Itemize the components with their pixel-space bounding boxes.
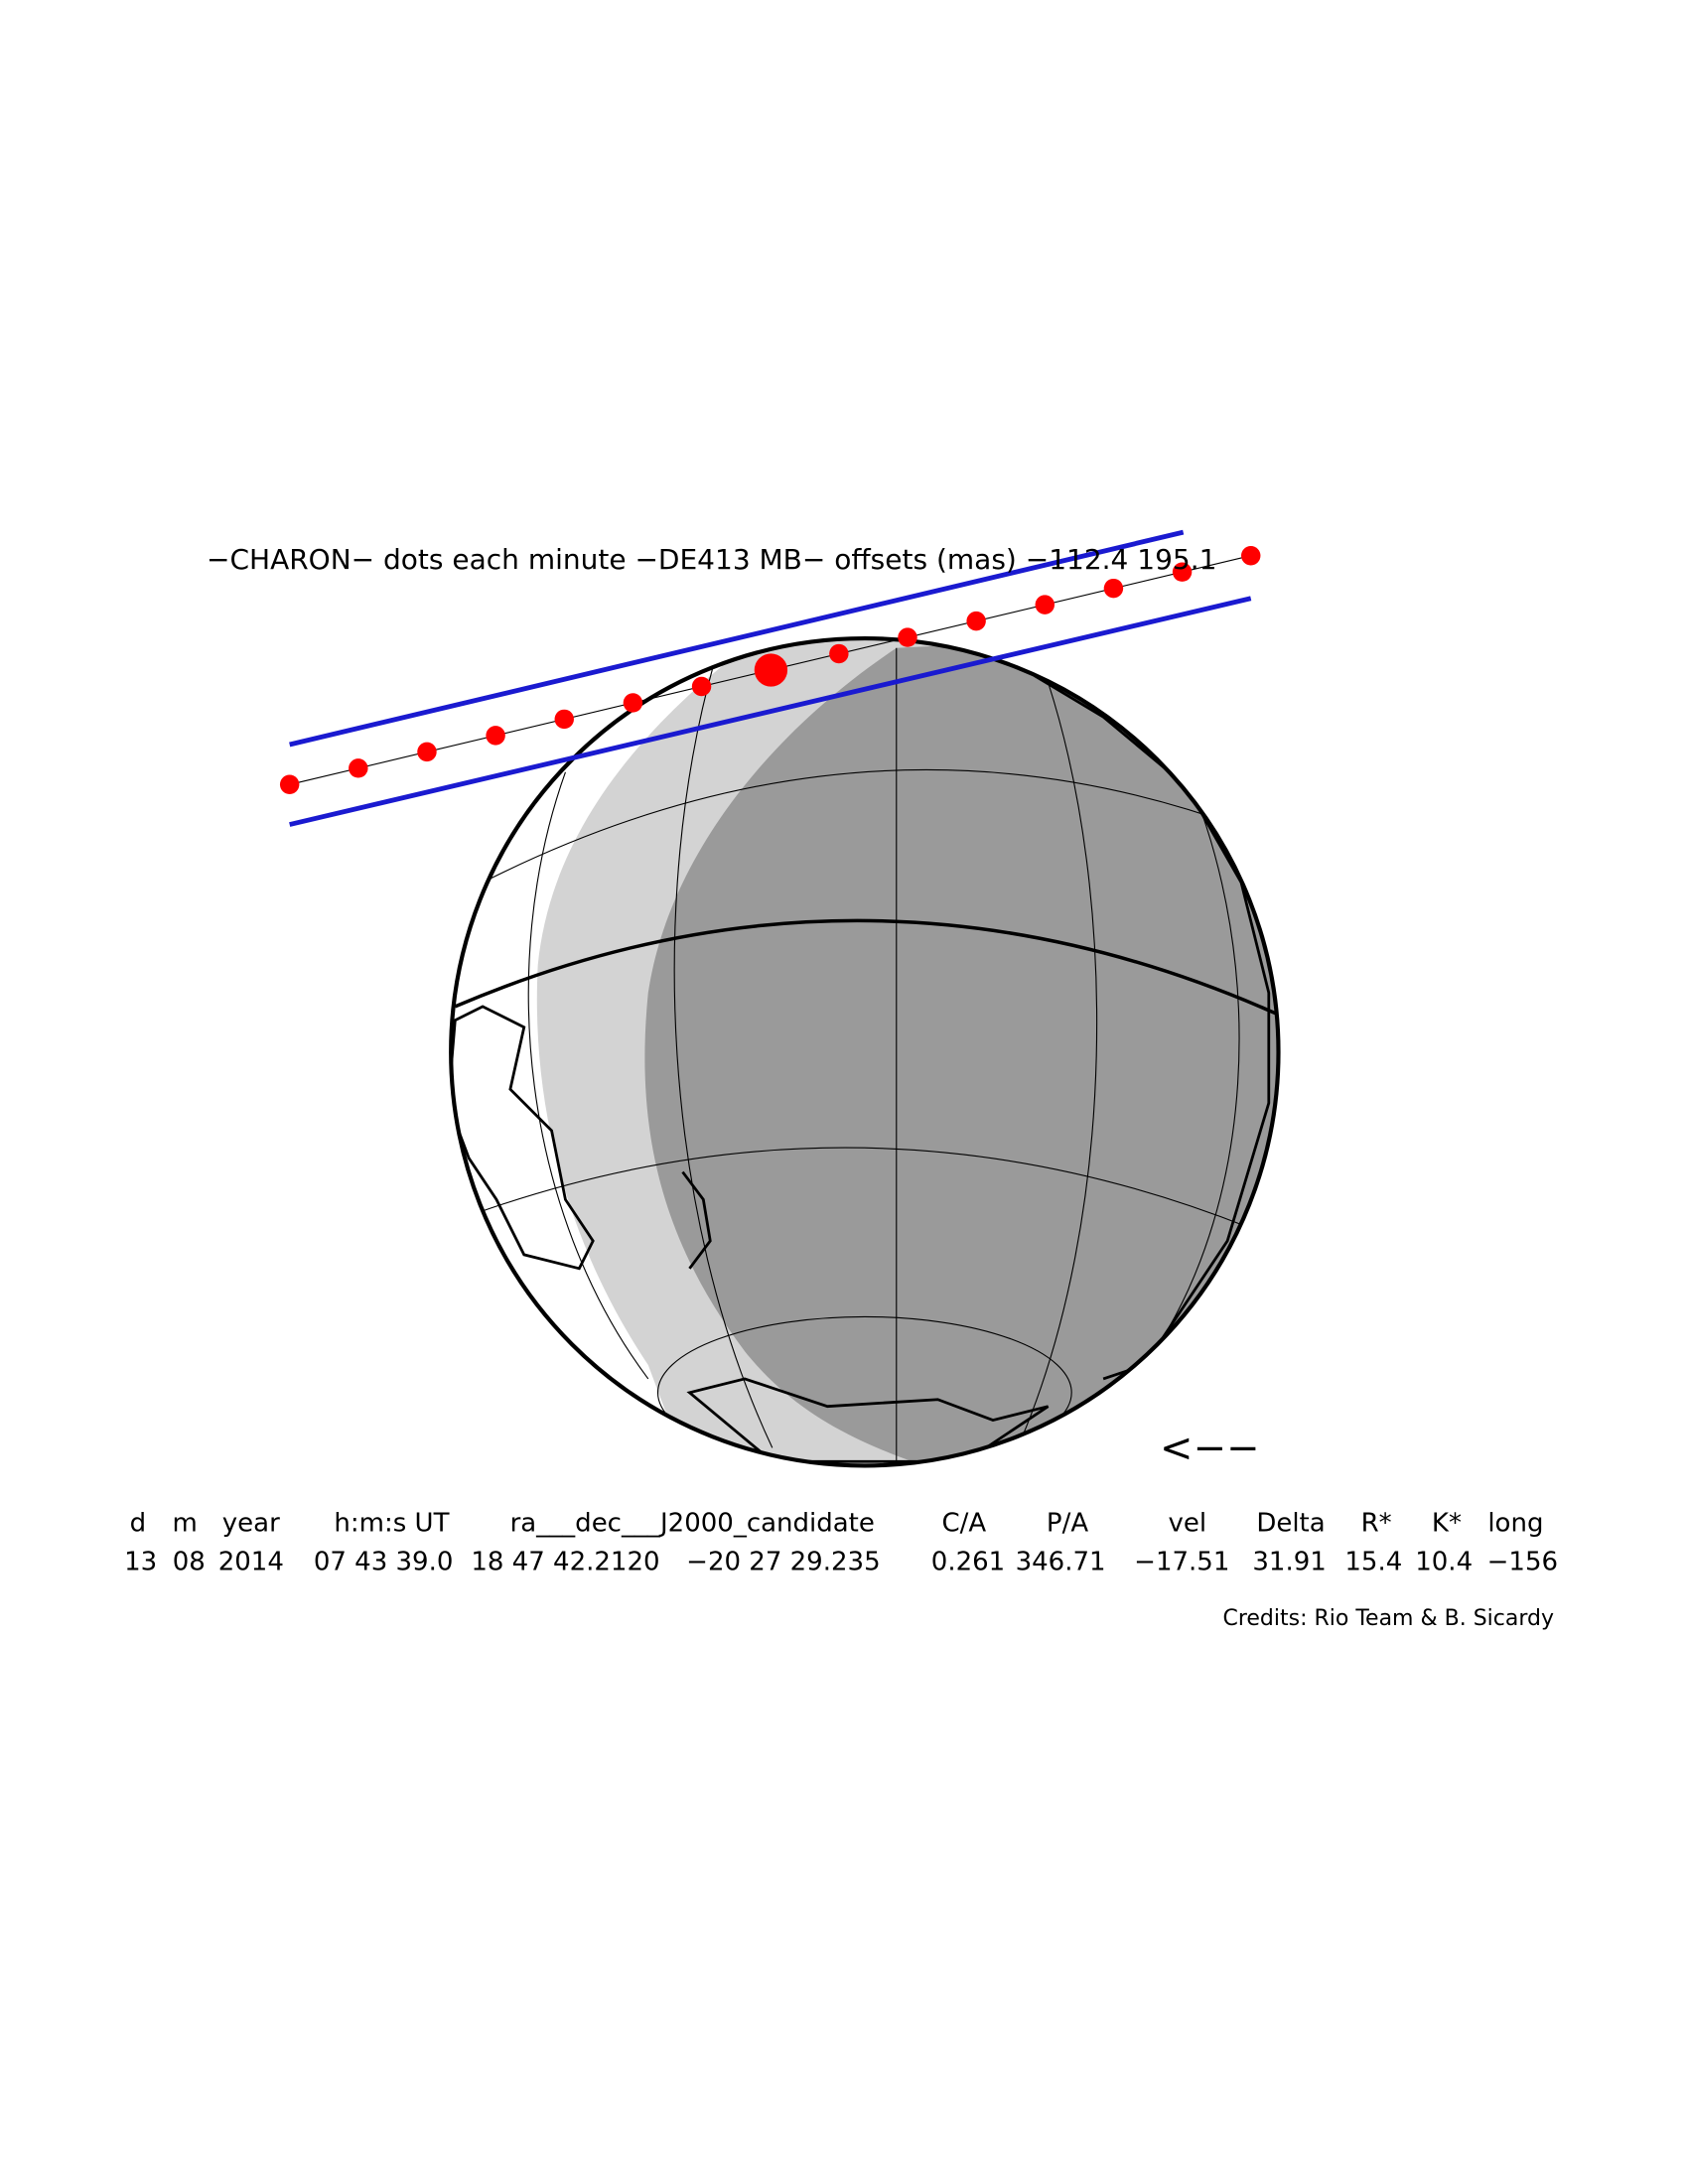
minute-dot bbox=[829, 643, 849, 664]
minute-dot bbox=[1035, 595, 1055, 614]
minute-dot bbox=[1103, 578, 1124, 599]
minute-dot bbox=[898, 627, 917, 647]
shadow-limit bbox=[289, 596, 1252, 827]
minute-dot bbox=[1241, 546, 1261, 566]
table-header: K* bbox=[1432, 1509, 1462, 1539]
graticule bbox=[475, 647, 1249, 1466]
minute-dot bbox=[966, 611, 986, 631]
table-cell: 0.261 bbox=[931, 1548, 1005, 1577]
minute-dots bbox=[279, 546, 1261, 795]
equator bbox=[454, 918, 1277, 1016]
table-header: ra___dec___J2000_candidate bbox=[510, 1509, 875, 1539]
table-header: R* bbox=[1361, 1509, 1392, 1539]
minute-dot bbox=[1172, 562, 1193, 582]
table-header: vel bbox=[1169, 1509, 1207, 1539]
table-cell: 07 43 39.0 bbox=[314, 1548, 454, 1577]
table-cell: 13 bbox=[124, 1548, 157, 1577]
coastlines bbox=[451, 674, 1271, 1463]
table-cell: −17.51 bbox=[1134, 1548, 1229, 1577]
table-header: P/A bbox=[1047, 1509, 1088, 1539]
table-header: Delta bbox=[1256, 1509, 1325, 1539]
closest-approach-dot bbox=[754, 653, 788, 687]
minute-dot bbox=[486, 726, 505, 746]
table-cell: 10.4 bbox=[1415, 1548, 1473, 1577]
minute-dot bbox=[279, 774, 300, 795]
globe bbox=[279, 529, 1281, 1468]
table-cell: 08 bbox=[173, 1548, 206, 1577]
table-cell: 15.4 bbox=[1344, 1548, 1402, 1577]
table-cell: 2014 bbox=[218, 1548, 284, 1577]
table-header: m bbox=[172, 1509, 197, 1539]
table-cell: −156 bbox=[1487, 1548, 1558, 1577]
minute-dot bbox=[623, 693, 643, 713]
shadow-limit bbox=[289, 529, 1185, 748]
table-header: C/A bbox=[941, 1509, 986, 1539]
table-cell: 346.71 bbox=[1016, 1548, 1106, 1577]
table-cell: 18 47 42.2120 bbox=[471, 1548, 659, 1577]
minute-dot bbox=[349, 758, 368, 778]
direction-arrow: <−− bbox=[1160, 1426, 1260, 1471]
table-header: h:m:s UT bbox=[334, 1509, 449, 1539]
table-header: long bbox=[1487, 1509, 1543, 1539]
table-header: d bbox=[130, 1509, 147, 1539]
credits: Credits: Rio Team & B. Sicardy bbox=[1222, 1606, 1554, 1631]
map-title: −CHARON− dots each minute −DE413 MB− off… bbox=[207, 543, 1216, 576]
minute-dot bbox=[417, 742, 437, 762]
table-cell: −20 27 29.235 bbox=[686, 1548, 880, 1577]
table-cell: 31.91 bbox=[1252, 1548, 1326, 1577]
night-zone bbox=[644, 638, 1279, 1466]
event-table: d m year h:m:s UT ra___dec___J2000_candidate… bbox=[124, 1509, 1558, 1577]
minute-dot bbox=[554, 709, 574, 730]
table-header: year bbox=[222, 1509, 280, 1539]
minute-dot bbox=[691, 676, 712, 697]
